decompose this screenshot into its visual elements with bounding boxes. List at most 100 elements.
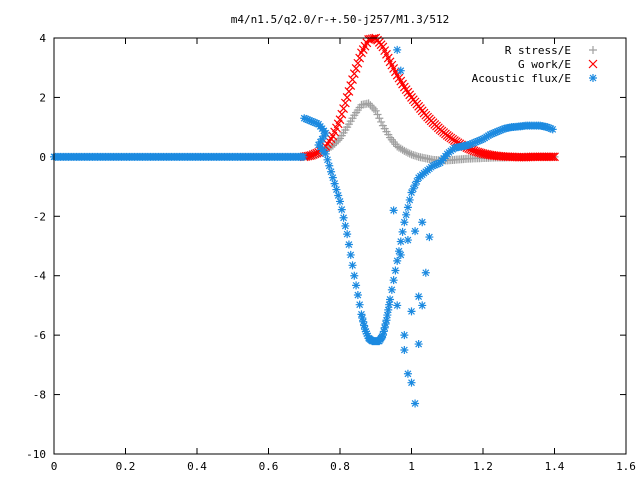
r-stress-e-point: [373, 110, 382, 119]
g-work-e-point: [546, 152, 556, 162]
r-stress-e-point: [398, 145, 407, 154]
acoustic-flux-e-point: [464, 140, 473, 149]
legend-label: Acoustic flux/E: [472, 72, 571, 85]
acoustic-flux-e-point: [384, 305, 393, 314]
acoustic-flux-e-point: [396, 66, 405, 75]
g-work-e-point: [335, 115, 345, 125]
acoustic-flux-e-point: [396, 250, 405, 259]
legend-marker: [589, 46, 597, 54]
acoustic-flux-e-point: [312, 119, 321, 128]
y-tick-label: -10: [26, 448, 46, 461]
acoustic-flux-e-point: [407, 188, 416, 197]
r-stress-e-point: [334, 136, 343, 145]
r-stress-e-point: [405, 149, 414, 158]
acoustic-flux-e-point: [398, 227, 407, 236]
acoustic-flux-e-point: [309, 117, 318, 126]
acoustic-flux-e-point: [337, 205, 346, 214]
acoustic-flux-e-point: [468, 139, 477, 148]
acoustic-flux-e-point: [357, 310, 366, 319]
acoustic-flux-e-point: [491, 128, 500, 137]
acoustic-flux-e-point: [300, 114, 309, 123]
x-tick-label: 1.4: [545, 460, 565, 473]
x-tick-label: 1.6: [616, 460, 636, 473]
acoustic-flux-e-point: [477, 135, 486, 144]
g-work-e-point: [342, 93, 352, 102]
acoustic-flux-e-point: [380, 323, 389, 332]
acoustic-flux-e-point: [343, 230, 352, 239]
acoustic-flux-e-point: [405, 195, 414, 204]
acoustic-flux-e-point: [545, 123, 554, 132]
legend-marker: [589, 74, 597, 82]
acoustic-flux-e-point: [418, 301, 427, 310]
acoustic-flux-e-point: [299, 152, 308, 161]
acoustic-flux-e-point: [325, 161, 334, 170]
g-work-e-point: [550, 152, 559, 162]
acoustic-flux-e-point: [386, 295, 395, 304]
r-stress-e-point: [400, 146, 409, 155]
r-stress-e-point: [402, 147, 411, 156]
acoustic-flux-e-point: [363, 331, 372, 340]
acoustic-flux-e-point: [328, 173, 337, 182]
acoustic-flux-e-point: [403, 369, 412, 378]
acoustic-flux-e-point: [470, 138, 479, 147]
acoustic-flux-e-point: [403, 203, 412, 212]
acoustic-flux-e-point: [385, 300, 394, 309]
acoustic-flux-e-point: [548, 125, 557, 134]
acoustic-flux-e-point: [381, 320, 390, 328]
acoustic-flux-e-point: [402, 210, 411, 219]
x-axis-ticks: 0 0.2 0.4 0.6 0.8 1 1.2 1.4 1.6: [51, 38, 636, 473]
acoustic-flux-e-point: [396, 237, 405, 246]
acoustic-flux-e-point: [321, 129, 330, 138]
acoustic-flux-e-point: [393, 45, 402, 54]
acoustic-flux-e-point: [418, 218, 427, 227]
acoustic-flux-e-point: [400, 218, 409, 227]
acoustic-flux-e-point: [473, 137, 482, 146]
acoustic-flux-e-point: [321, 149, 330, 158]
acoustic-flux-e-point: [546, 124, 555, 133]
acoustic-flux-e-point: [498, 125, 507, 134]
acoustic-flux-e-point: [383, 311, 392, 320]
acoustic-flux-e-point: [496, 126, 505, 135]
acoustic-flux-e-point: [400, 331, 409, 340]
legend-label: R stress/E: [505, 44, 571, 57]
acoustic-flux-e-point: [334, 191, 343, 200]
acoustic-flux-e-point: [302, 114, 311, 123]
data-points: [50, 33, 559, 408]
acoustic-flux-e-point: [378, 331, 387, 340]
acoustic-flux-e-point: [353, 291, 362, 300]
x-tick-label: 0.8: [330, 460, 350, 473]
acoustic-flux-e-point: [323, 155, 332, 164]
acoustic-flux-e-point: [327, 167, 336, 176]
g-work-e-point: [476, 148, 486, 158]
acoustic-flux-e-point: [393, 256, 402, 265]
acoustic-flux-e-point: [318, 135, 327, 144]
r-stress-e-point: [377, 117, 386, 126]
acoustic-flux-e-point: [336, 197, 344, 206]
acoustic-flux-e-point: [403, 236, 412, 245]
r-stress-e-point: [368, 103, 377, 112]
x-tick-label: 1.2: [473, 460, 493, 473]
acoustic-flux-e-point: [487, 129, 496, 138]
acoustic-flux-e-point: [475, 136, 484, 145]
x-tick-label: 0.2: [116, 460, 136, 473]
acoustic-flux-e-point: [359, 317, 368, 326]
plot-frame: [53, 37, 627, 455]
acoustic-flux-e-point: [407, 307, 416, 316]
g-work-e-point: [339, 104, 348, 113]
acoustic-flux-e-point: [411, 181, 420, 190]
acoustic-flux-e-point: [387, 285, 396, 294]
r-stress-e-point: [366, 101, 375, 110]
acoustic-flux-e-point: [319, 132, 328, 141]
acoustic-flux-e-point: [543, 123, 552, 132]
g-work-e-point: [344, 87, 354, 96]
acoustic-flux-e-point: [434, 159, 443, 168]
g-work-e-point: [478, 149, 488, 159]
acoustic-flux-e-point: [361, 325, 370, 334]
acoustic-flux-e-point: [407, 378, 416, 387]
acoustic-flux-e-point: [352, 281, 361, 290]
acoustic-flux-e-point: [389, 276, 398, 285]
acoustic-flux-e-point: [400, 346, 409, 354]
acoustic-flux-e-point: [341, 221, 350, 230]
